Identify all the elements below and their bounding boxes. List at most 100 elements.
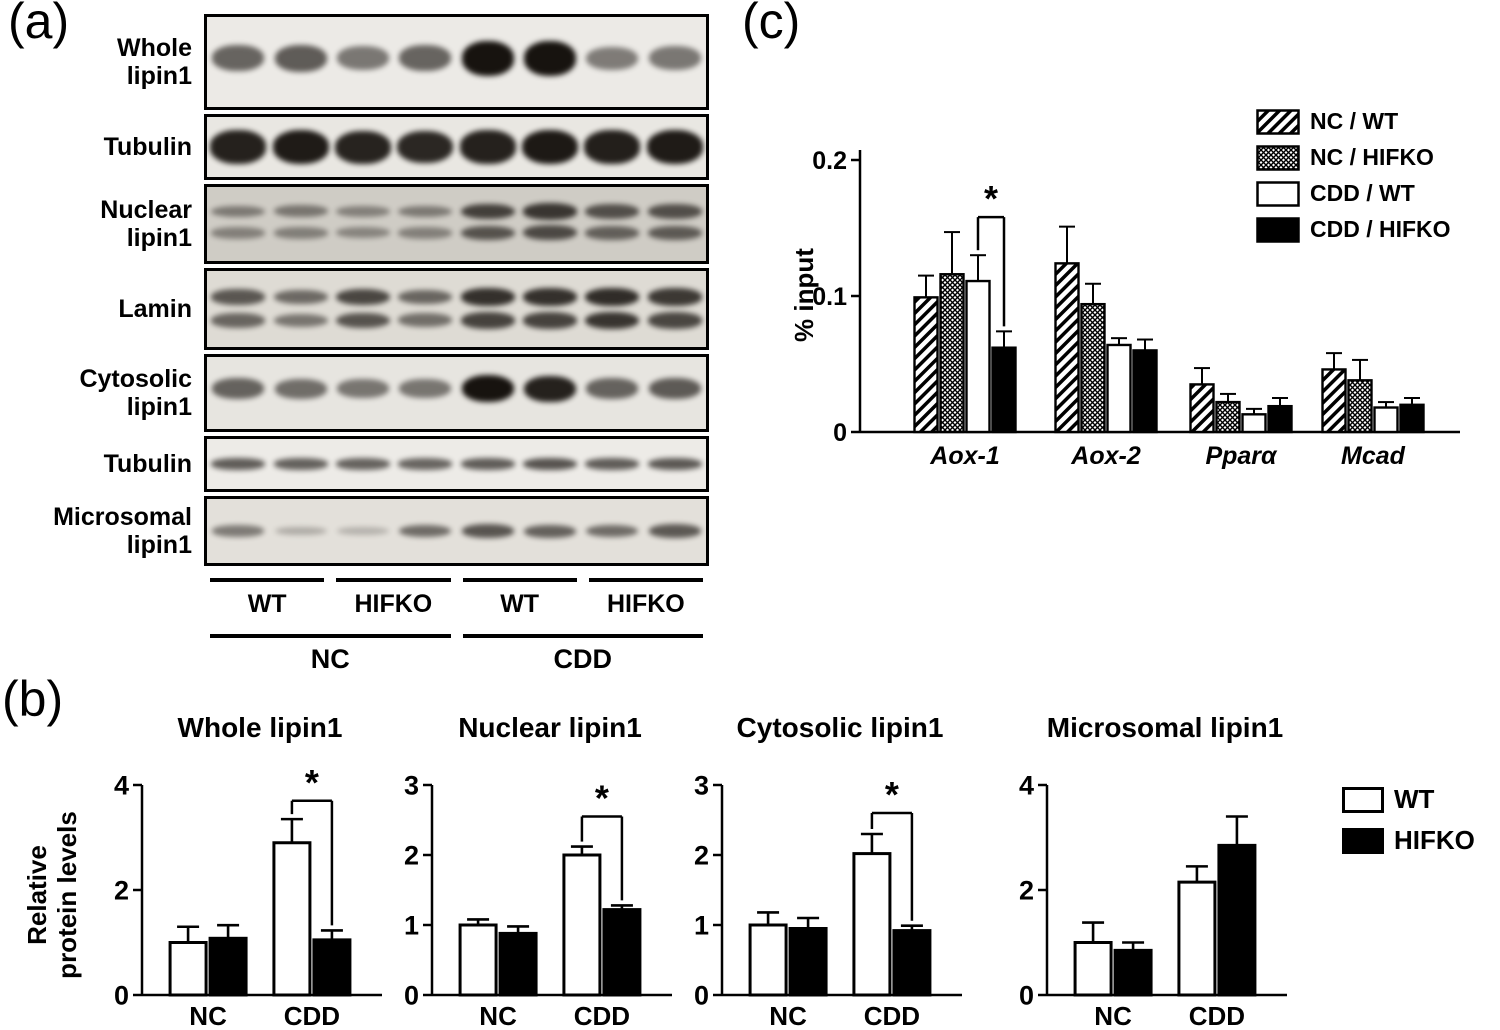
blot-image [204, 14, 709, 110]
y-tick-label: 1 [404, 910, 419, 940]
y-tick-label: 0 [694, 980, 709, 1010]
blot-band [211, 458, 266, 470]
chart-microsomal-lipin1: Microsomal lipin1 0 2 4 NC CDD [997, 712, 1289, 1030]
bar-cdd-wt-aox-2 [1106, 343, 1132, 434]
y-tick-label: 2 [404, 840, 419, 870]
blot-row-nuclear-lipin1: Nuclear lipin1 [0, 184, 730, 264]
panel-b-label: (b) [2, 671, 64, 727]
blot-band [461, 40, 514, 76]
significance-asterisk: * [885, 774, 899, 815]
significance-asterisk: * [595, 778, 609, 819]
blot-band [524, 524, 577, 538]
significance-asterisk: * [984, 178, 998, 219]
chart-cytosolic-lipin1: Cytosolic lipin1 0 1 2 3 NC CDD * [672, 712, 964, 1030]
blot-band [274, 44, 327, 72]
blot-image [204, 268, 709, 350]
bar-hifko-nc [498, 931, 538, 997]
blot-band [399, 45, 452, 72]
bar-cdd-wt-mcad [1373, 406, 1399, 434]
blot-band [459, 130, 516, 164]
blot-band [648, 524, 701, 538]
bar-nc-hifko-aox-1 [939, 273, 965, 434]
blot-label: Nuclear lipin1 [100, 196, 192, 252]
bar-wt-cdd [1177, 880, 1217, 997]
blot-band [211, 289, 266, 305]
x-category-label: NC [769, 1001, 807, 1030]
blot-band [524, 375, 577, 402]
legend-label: NC / WT [1310, 108, 1399, 134]
y-tick-label: 1 [694, 910, 709, 940]
blot-band [523, 203, 578, 220]
blot-band [647, 312, 702, 329]
x-category-label: Aox-2 [1070, 442, 1141, 470]
legend-label: CDD / HIFKO [1310, 216, 1451, 242]
bar-nc-wt-aox-1 [913, 296, 939, 434]
blot-band [522, 129, 579, 165]
blot-band [460, 458, 515, 470]
blot-band [399, 524, 452, 538]
diet-group-label: CDD [553, 644, 613, 674]
chart-title: Whole lipin1 [177, 712, 343, 743]
blot-row-cytosolic-lipin1: Cytosolic lipin1 [0, 354, 730, 432]
legend-label: HIFKO [1394, 825, 1475, 855]
bar-cdd-hifko-aox-2 [1132, 349, 1158, 434]
legend-swatch-white [1342, 786, 1384, 813]
blot-band [274, 526, 327, 536]
blot-band [460, 312, 515, 329]
legend-swatch-diagonal-hatch [1256, 108, 1300, 135]
blot-band [398, 458, 453, 470]
blot-band [647, 204, 702, 219]
panel-b: (b) Relative protein levels Whole lipin1… [0, 672, 1500, 1030]
y-tick-label: 0.2 [812, 147, 847, 175]
chart-svg-cytosolic-lipin1: 0 1 2 3 NC CDD * [694, 770, 962, 1030]
blot-band [274, 378, 327, 399]
panel-a-label: (a) [8, 0, 70, 49]
x-category-label: NC [189, 1001, 227, 1030]
blot-band [273, 458, 328, 470]
chart-svg-whole-lipin1: 0 2 4 NC CDD * [114, 762, 382, 1030]
x-category-label: NC [1094, 1001, 1132, 1030]
blot-band [646, 130, 703, 164]
panel-a: (a) Whole lipin1 Tubulin Nuclear lipin1 Lam… [0, 0, 730, 675]
bar-cdd-hifko-aox-1 [991, 346, 1017, 434]
blot-label: Lamin [118, 295, 192, 323]
blot-band [399, 379, 452, 399]
x-category-label: NC [479, 1001, 517, 1030]
blot-band [273, 205, 328, 218]
legend-label: WT [1394, 784, 1435, 814]
bar-nc-hifko-ppar [1215, 400, 1241, 434]
blot-band [461, 524, 514, 538]
y-tick-label: 4 [1019, 770, 1034, 800]
panel-b-legend: WT HIFKO [1342, 784, 1475, 866]
chart-svg-microsomal-lipin1: 0 2 4 NC CDD [1019, 770, 1287, 1030]
diet-group-underline [462, 634, 703, 638]
legend-item: CDD / WT [1256, 180, 1451, 207]
chart-svg-chip-percent-input: 0 0.1 0.2 Aox-1 Aox-2 Pparα Mcad * [812, 147, 1460, 470]
bar-cdd-hifko-ppar [1267, 404, 1293, 434]
x-category-label: CDD [574, 1001, 630, 1030]
blot-band [273, 313, 328, 328]
blot-band [398, 313, 453, 328]
bar-wt-nc [168, 941, 208, 997]
blot-band [273, 227, 328, 239]
lane-group-underline [210, 578, 325, 582]
blot-band [586, 378, 639, 399]
x-category-label: Pparα [1205, 442, 1278, 470]
bar-wt-cdd [562, 853, 602, 997]
lane-group-underline [588, 578, 703, 582]
blot-band [335, 205, 390, 218]
legend-label: NC / HIFKO [1310, 144, 1434, 170]
y-tick-label: 0 [404, 980, 419, 1010]
blot-band [334, 130, 391, 164]
blot-band [335, 458, 390, 470]
blot-band [335, 288, 390, 306]
blot-band [272, 130, 329, 164]
blot-band [647, 225, 702, 240]
y-tick-label: 2 [1019, 875, 1034, 905]
blot-band [647, 288, 702, 306]
bar-wt-nc [1073, 941, 1113, 997]
legend-swatch-black [1342, 827, 1384, 854]
blot-band [524, 40, 577, 76]
diet-group-label: NC [310, 644, 350, 674]
